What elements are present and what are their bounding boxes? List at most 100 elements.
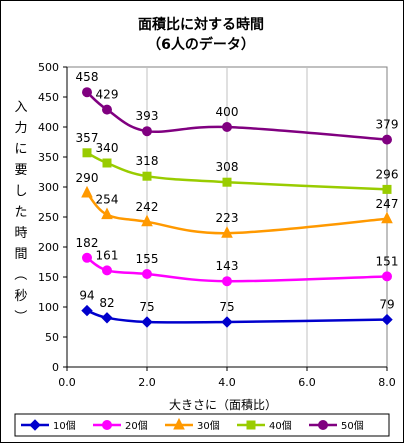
legend-label: 30個 (197, 419, 220, 432)
legend-box (14, 413, 390, 437)
data-label: 247 (376, 197, 399, 211)
y-axis-label-char: 入 (14, 100, 27, 115)
data-label: 296 (376, 167, 399, 181)
data-label: 429 (96, 88, 119, 102)
data-point (382, 271, 392, 282)
chart-subtitle: （6人のデータ） (147, 36, 255, 53)
y-tick-label: 50 (45, 331, 59, 344)
data-label: 308 (216, 160, 239, 174)
data-label: 75 (139, 300, 154, 314)
data-label: 340 (96, 141, 119, 155)
data-point (381, 211, 393, 224)
data-point (141, 316, 153, 328)
y-tick-label: 400 (38, 121, 59, 134)
series-line (86, 192, 388, 235)
data-label: 143 (216, 259, 239, 273)
data-point (222, 122, 232, 132)
data-label: 393 (136, 109, 159, 123)
data-label: 242 (136, 200, 159, 214)
y-tick-label: 300 (38, 181, 59, 194)
data-label: 223 (216, 211, 239, 225)
data-label: 151 (376, 254, 399, 268)
legend-label: 50個 (341, 419, 364, 432)
data-point (246, 420, 256, 430)
data-point (221, 316, 233, 328)
x-axis-label: 大きさに（面積比） (169, 397, 277, 412)
y-axis-label-char: た (14, 205, 27, 220)
series: 290 254 242 223 247 (76, 171, 399, 238)
legend-item: 20個 (93, 419, 148, 432)
y-axis-label-char: に (14, 142, 27, 157)
legend-item: 10個 (21, 419, 76, 432)
data-label: 400 (216, 105, 239, 119)
series-line (86, 151, 388, 191)
legend-label: 10個 (53, 419, 76, 432)
data-point (381, 313, 393, 326)
legend-label: 40個 (269, 419, 292, 432)
data-point (82, 87, 92, 98)
x-tick-labels: 0.0 2.0 4.0 6.0 8.0 (58, 376, 396, 389)
data-point (29, 419, 41, 431)
data-label: 318 (136, 154, 159, 168)
y-axis-label-char: 要 (14, 163, 27, 178)
data-point (382, 134, 392, 145)
y-axis-label-char: 秒 (14, 289, 27, 304)
x-tick-label: 0.0 (58, 376, 76, 389)
data-label: 379 (376, 118, 399, 132)
data-label: 182 (76, 236, 99, 250)
data-point (81, 185, 93, 198)
data-point (102, 158, 112, 168)
data-point (102, 265, 112, 276)
y-axis-label-char: 間 (14, 247, 27, 262)
data-point (82, 148, 92, 158)
y-tick-label: 350 (38, 151, 59, 164)
x-tick-label: 6.0 (298, 376, 316, 389)
x-tick-label: 8.0 (378, 376, 396, 389)
axes (63, 66, 388, 371)
data-point (141, 214, 153, 227)
data-point (221, 226, 233, 238)
legend-item: 30個 (165, 417, 220, 432)
data-point (102, 104, 112, 115)
data-label: 254 (96, 193, 119, 207)
legend: 10個 20個 30個 40個 50個 (14, 413, 390, 437)
y-tick-labels: 0 50 100 150 200 250 300 350 400 450 500 (38, 61, 59, 374)
data-label: 161 (96, 248, 119, 262)
data-point (142, 126, 152, 137)
data-point (142, 269, 152, 279)
data-label: 290 (76, 171, 99, 185)
y-tick-label: 100 (38, 301, 59, 314)
data-point (142, 171, 152, 181)
series: 458 429 393 400 379 (76, 70, 399, 145)
data-label: 79 (379, 298, 394, 312)
y-tick-label: 450 (38, 91, 59, 104)
y-axis-label-char: 時 (14, 226, 27, 241)
data-label: 458 (76, 70, 99, 84)
series: 94 82 75 75 79 (79, 289, 395, 328)
y-tick-label: 200 (38, 241, 59, 254)
data-point (81, 304, 93, 317)
data-label: 94 (79, 289, 94, 303)
y-axis-label-char: し (14, 184, 27, 199)
data-point (102, 420, 112, 430)
legend-item: 50個 (309, 419, 364, 432)
y-tick-label: 0 (52, 361, 59, 374)
data-point (382, 184, 392, 194)
y-tick-label: 500 (38, 61, 59, 74)
data-point (173, 417, 185, 430)
data-point (222, 276, 232, 287)
series-line (86, 91, 388, 141)
x-tick-label: 2.0 (138, 376, 156, 389)
legend-item: 40個 (237, 419, 292, 432)
series-line (86, 309, 388, 324)
data-point (101, 312, 113, 324)
data-point (101, 207, 113, 220)
data-label: 75 (219, 300, 234, 314)
data-point (222, 177, 232, 187)
chart-title: 面積比に対する時間 (138, 16, 264, 33)
